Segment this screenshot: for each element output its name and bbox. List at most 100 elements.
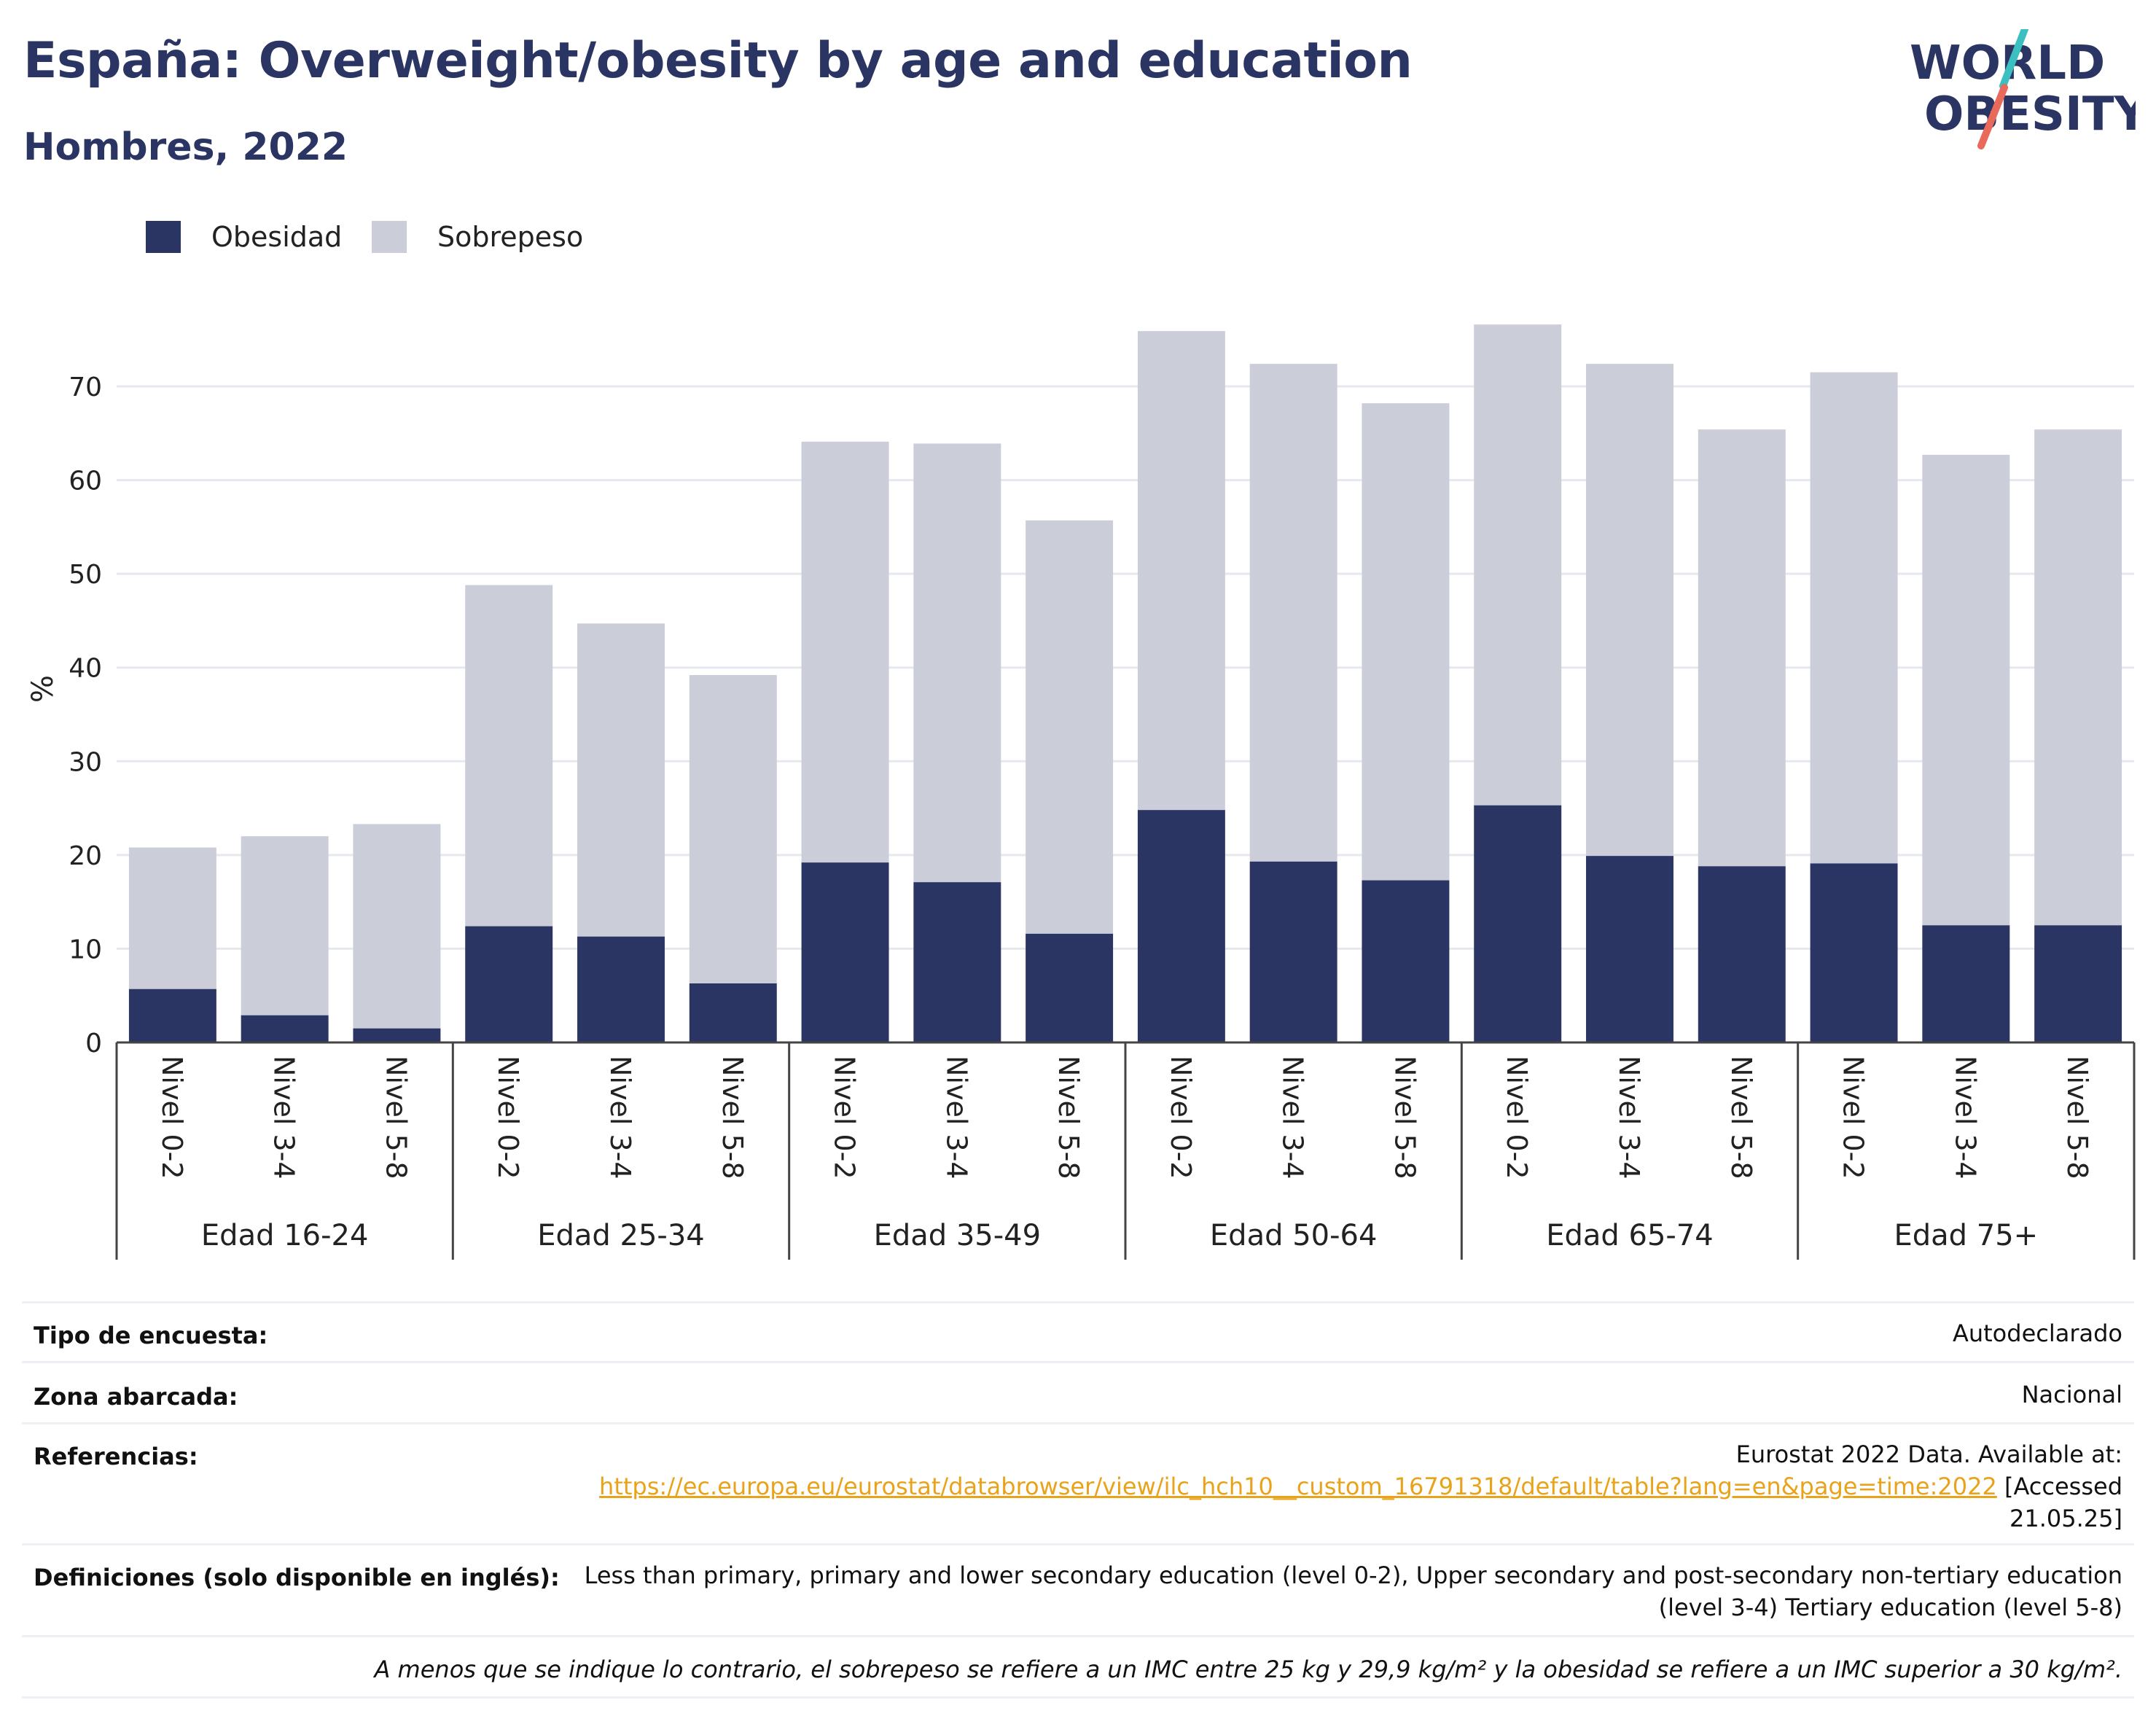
survey-type-label: Tipo de encuesta: — [34, 1322, 268, 1349]
bar-obesity-edad-50-64-level-2 — [1249, 861, 1337, 1042]
x-tick-label: Nivel 5-8 — [1052, 1056, 1085, 1180]
y-tick-label: 70 — [69, 373, 102, 402]
y-tick-label: 30 — [69, 747, 102, 777]
bar-obesity-edad-65-74-level-3 — [1698, 866, 1786, 1042]
y-tick-label: 50 — [69, 560, 102, 590]
survey-type-value: Autodeclarado — [1952, 1319, 2122, 1347]
footnote: A menos que se indique lo contrario, el … — [374, 1656, 2122, 1683]
references-line-2: https://ec.europa.eu/eurostat/databrowse… — [599, 1470, 2122, 1502]
legend-item-obesity: Obesidad — [146, 219, 342, 255]
references-value: Eurostat 2022 Data. Available at: https:… — [599, 1438, 2122, 1535]
coverage-label: Zona abarcada: — [34, 1383, 238, 1411]
bar-overweight-edad-25-34-level-1 — [465, 585, 553, 927]
x-tick-label: Nivel 3-4 — [268, 1056, 300, 1180]
x-tick-label: Nivel 0-2 — [829, 1056, 861, 1180]
bar-overweight-edad-50-64-level-1 — [1137, 331, 1225, 811]
bar-overweight-edad-25-34-level-3 — [689, 675, 777, 983]
bar-obesity-edad-25-34-level-2 — [577, 936, 665, 1042]
stacked-bar-chart: 0 10 20 30 40 50 60 70% Nivel 0-2 Nivel 3-4 Nivel … — [26, 324, 2136, 1260]
info-divider — [22, 1422, 2134, 1424]
bar-overweight-edad-35-49-level-2 — [913, 443, 1001, 883]
x-tick-label: Nivel 0-2 — [1837, 1056, 1870, 1180]
x-tick-label: Nivel 5-8 — [1388, 1056, 1421, 1180]
definitions-value: Less than primary, primary and lower sec… — [585, 1559, 2122, 1623]
x-tick-label: Nivel 5-8 — [2061, 1056, 2093, 1180]
logo-slash-coral — [1977, 84, 2008, 149]
chart-title: España: Overweight/obesity by age and ed… — [23, 32, 1413, 90]
references-accessed: [Accessed — [1996, 1473, 2122, 1500]
x-tick-label: Nivel 0-2 — [1165, 1056, 1197, 1180]
legend-item-overweight: Sobrepeso — [372, 219, 583, 255]
bar-overweight-edad-50-64-level-2 — [1249, 364, 1337, 862]
bar-obesity-edad-35-49-level-2 — [913, 882, 1001, 1042]
group-label: Edad 75+ — [1894, 1219, 2038, 1252]
logo-text-obesity: OBESITY — [1924, 87, 2136, 141]
y-tick-label: 10 — [69, 935, 102, 964]
bar-obesity-edad-16-24-level-1 — [128, 989, 216, 1042]
x-tick-label: Nivel 3-4 — [1613, 1056, 1645, 1180]
logo-slash-teal — [1999, 29, 2028, 90]
group-label: Edad 35-49 — [874, 1219, 1042, 1252]
legend-swatch-overweight — [372, 221, 407, 253]
x-tick-label: Nivel 0-2 — [492, 1056, 524, 1180]
y-tick-label: 40 — [69, 654, 102, 684]
bar-overweight-edad-16-24-level-2 — [241, 836, 329, 1015]
bar-obesity-edad-25-34-level-3 — [689, 983, 777, 1042]
x-tick-label: Nivel 3-4 — [1277, 1056, 1309, 1180]
legend-label-obesity: Obesidad — [211, 221, 343, 253]
bar-obesity-edad-16-24-level-2 — [241, 1015, 329, 1042]
x-tick-label: Nivel 3-4 — [940, 1056, 972, 1180]
bar-obesity-edad-35-49-level-1 — [801, 862, 889, 1042]
bar-overweight-edad-65-74-level-1 — [1474, 324, 1562, 806]
bar-overweight-edad-35-49-level-3 — [1026, 520, 1114, 934]
y-tick-label: 0 — [85, 1029, 102, 1058]
references-line-1: Eurostat 2022 Data. Available at: — [1735, 1440, 2122, 1468]
definitions-line-2: (level 3-4) Tertiary education (level 5-… — [1658, 1594, 2122, 1621]
x-tick-label: Nivel 0-2 — [1501, 1056, 1533, 1180]
chart-subtitle: Hombres, 2022 — [23, 125, 348, 169]
info-divider — [22, 1635, 2134, 1637]
y-axis-label: % — [26, 675, 60, 703]
x-tick-label: Nivel 5-8 — [1725, 1056, 1757, 1180]
bar-obesity-edad-50-64-level-3 — [1362, 880, 1450, 1042]
bar-obesity-edad-75--level-2 — [1922, 925, 2010, 1042]
x-tick-label: Nivel 0-2 — [156, 1056, 188, 1180]
y-tick-label: 20 — [69, 841, 102, 871]
bar-overweight-edad-50-64-level-3 — [1362, 403, 1450, 881]
references-label: Referencias: — [34, 1443, 198, 1470]
group-label: Edad 25-34 — [537, 1219, 705, 1252]
eurostat-link[interactable]: https://ec.europa.eu/eurostat/databrowse… — [599, 1473, 1997, 1500]
bar-overweight-edad-65-74-level-3 — [1698, 429, 1786, 867]
info-divider — [22, 1696, 2134, 1699]
coverage-value: Nacional — [2021, 1381, 2122, 1408]
definitions-line-1: Less than primary, primary and lower sec… — [584, 1562, 2122, 1589]
bar-overweight-edad-75--level-1 — [1810, 372, 1898, 864]
legend-label-overweight: Sobrepeso — [437, 221, 584, 253]
x-tick-label: Nivel 3-4 — [604, 1056, 636, 1180]
definitions-label: Definiciones (solo disponible en inglés)… — [34, 1564, 560, 1591]
info-divider — [22, 1543, 2134, 1545]
group-label: Edad 65-74 — [1546, 1219, 1714, 1252]
bar-overweight-edad-16-24-level-1 — [128, 847, 216, 989]
group-label: Edad 16-24 — [201, 1219, 369, 1252]
bar-overweight-edad-75--level-3 — [2034, 429, 2122, 926]
group-label: Edad 50-64 — [1210, 1219, 1378, 1252]
y-tick-label: 60 — [69, 467, 102, 496]
legend-swatch-obesity — [146, 221, 181, 253]
bar-obesity-edad-50-64-level-1 — [1137, 810, 1225, 1042]
info-divider — [22, 1361, 2134, 1363]
bar-obesity-edad-16-24-level-3 — [353, 1028, 441, 1042]
info-divider — [22, 1301, 2134, 1303]
bar-overweight-edad-25-34-level-2 — [577, 623, 665, 937]
bar-obesity-edad-75--level-3 — [2034, 925, 2122, 1042]
bar-obesity-edad-65-74-level-2 — [1586, 856, 1673, 1042]
x-tick-label: Nivel 3-4 — [1949, 1056, 1981, 1180]
bar-overweight-edad-16-24-level-3 — [353, 824, 441, 1029]
bar-obesity-edad-65-74-level-1 — [1474, 805, 1562, 1042]
bar-obesity-edad-35-49-level-3 — [1026, 933, 1114, 1042]
bar-obesity-edad-75--level-1 — [1810, 863, 1898, 1042]
x-tick-label: Nivel 5-8 — [380, 1056, 412, 1180]
x-tick-label: Nivel 5-8 — [716, 1056, 749, 1180]
references-line-3: 21.05.25] — [2009, 1505, 2122, 1532]
bar-overweight-edad-35-49-level-1 — [801, 441, 889, 863]
